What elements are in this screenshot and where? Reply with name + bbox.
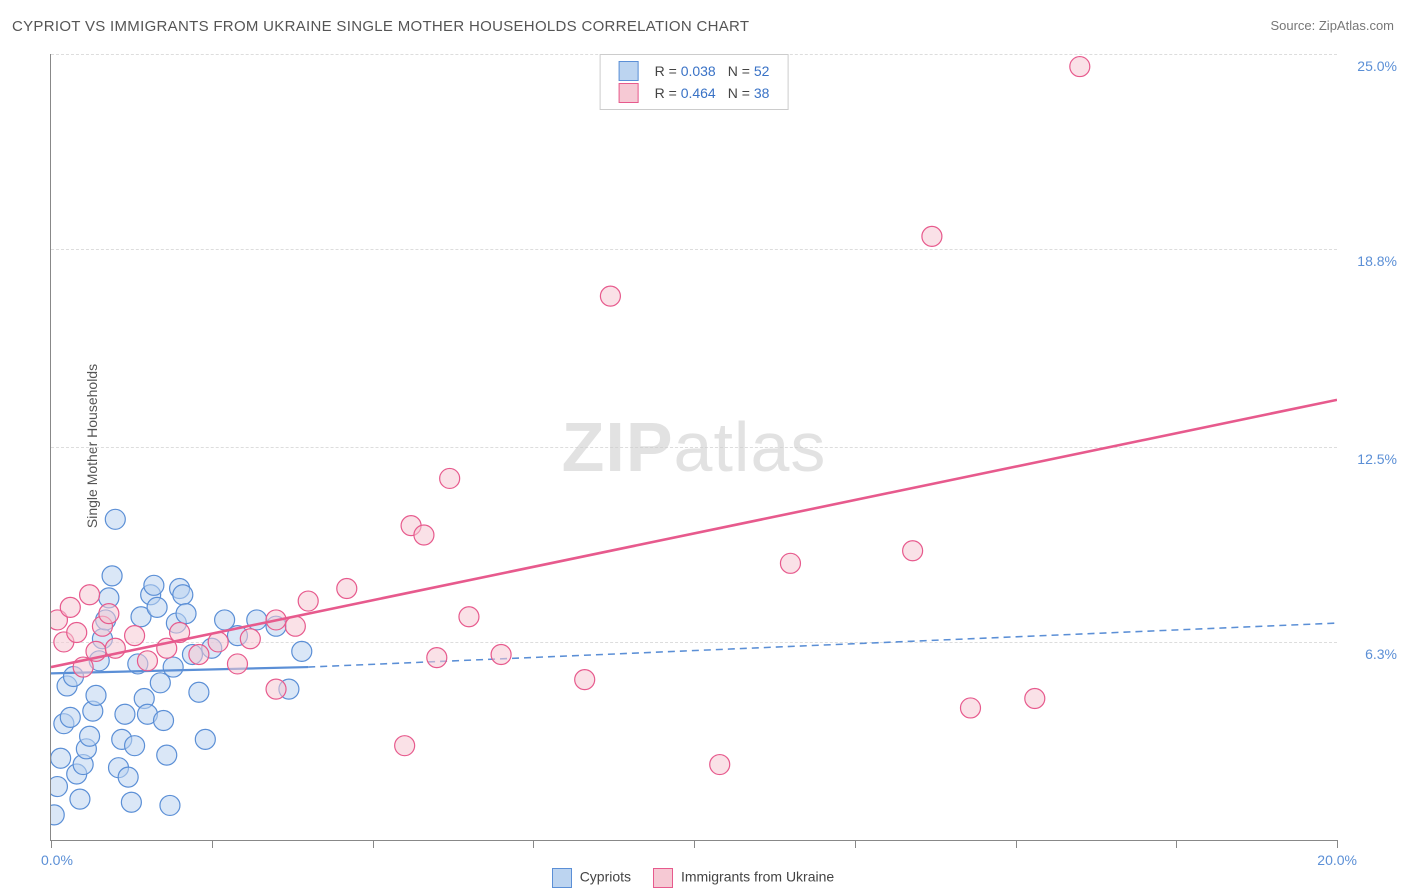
data-point bbox=[491, 645, 511, 665]
data-point bbox=[1025, 689, 1045, 709]
x-tick bbox=[533, 840, 534, 848]
x-tick bbox=[1016, 840, 1017, 848]
plot-svg bbox=[51, 54, 1337, 840]
data-point bbox=[575, 670, 595, 690]
data-point bbox=[115, 704, 135, 724]
data-point bbox=[102, 566, 122, 586]
x-tick bbox=[373, 840, 374, 848]
data-point bbox=[105, 509, 125, 529]
data-point bbox=[903, 541, 923, 561]
data-point bbox=[395, 736, 415, 756]
data-point bbox=[1070, 57, 1090, 77]
x-tick bbox=[855, 840, 856, 848]
data-point bbox=[121, 792, 141, 812]
x-tick bbox=[212, 840, 213, 848]
data-point bbox=[227, 654, 247, 674]
data-point bbox=[266, 679, 286, 699]
regression-line bbox=[51, 400, 1337, 667]
x-tick bbox=[1337, 840, 1338, 848]
data-point bbox=[459, 607, 479, 627]
data-point bbox=[710, 755, 730, 775]
source-attribution: Source: ZipAtlas.com bbox=[1270, 18, 1394, 33]
data-point bbox=[80, 585, 100, 605]
data-point bbox=[147, 597, 167, 617]
y-tick-label: 6.3% bbox=[1342, 646, 1397, 662]
x-tick bbox=[694, 840, 695, 848]
data-point bbox=[51, 748, 71, 768]
y-tick-label: 25.0% bbox=[1342, 58, 1397, 74]
legend-label: Immigrants from Ukraine bbox=[681, 869, 834, 885]
data-point bbox=[118, 767, 138, 787]
data-point bbox=[960, 698, 980, 718]
data-point bbox=[60, 597, 80, 617]
data-point bbox=[285, 616, 305, 636]
data-point bbox=[240, 629, 260, 649]
data-point bbox=[144, 575, 164, 595]
data-point bbox=[125, 736, 145, 756]
data-point bbox=[86, 685, 106, 705]
data-point bbox=[157, 745, 177, 765]
data-point bbox=[173, 585, 193, 605]
data-point bbox=[160, 795, 180, 815]
y-tick-label: 12.5% bbox=[1342, 451, 1397, 467]
data-point bbox=[337, 578, 357, 598]
x-axis-min-label: 0.0% bbox=[41, 852, 73, 868]
data-point bbox=[125, 626, 145, 646]
legend-item: Cypriots bbox=[552, 868, 631, 888]
legend-row: R = 0.464N = 38 bbox=[613, 82, 776, 104]
data-point bbox=[600, 286, 620, 306]
data-point bbox=[440, 468, 460, 488]
data-point bbox=[70, 789, 90, 809]
data-point bbox=[163, 657, 183, 677]
scatter-plot-area: ZIPatlas R = 0.038N = 52R = 0.464N = 38 … bbox=[50, 54, 1337, 841]
data-point bbox=[922, 226, 942, 246]
data-point bbox=[176, 604, 196, 624]
chart-title: CYPRIOT VS IMMIGRANTS FROM UKRAINE SINGL… bbox=[12, 18, 749, 35]
data-point bbox=[292, 641, 312, 661]
legend-swatch bbox=[619, 83, 639, 103]
x-tick bbox=[1176, 840, 1177, 848]
legend-swatch bbox=[552, 868, 572, 888]
data-point bbox=[67, 622, 87, 642]
y-tick-label: 18.8% bbox=[1342, 253, 1397, 269]
legend-label: Cypriots bbox=[580, 869, 631, 885]
legend-swatch bbox=[619, 61, 639, 81]
data-point bbox=[414, 525, 434, 545]
data-point bbox=[189, 682, 209, 702]
series-legend: Cypriots Immigrants from Ukraine bbox=[50, 868, 1336, 888]
data-point bbox=[780, 553, 800, 573]
data-point bbox=[51, 805, 64, 825]
correlation-legend: R = 0.038N = 52R = 0.464N = 38 bbox=[600, 54, 789, 110]
data-point bbox=[51, 777, 67, 797]
legend-item: Immigrants from Ukraine bbox=[653, 868, 834, 888]
x-tick bbox=[51, 840, 52, 848]
data-point bbox=[195, 729, 215, 749]
legend-swatch bbox=[653, 868, 673, 888]
data-point bbox=[298, 591, 318, 611]
x-axis-max-label: 20.0% bbox=[1317, 852, 1357, 868]
legend-row: R = 0.038N = 52 bbox=[613, 60, 776, 82]
data-point bbox=[154, 711, 174, 731]
data-point bbox=[99, 604, 119, 624]
data-point bbox=[427, 648, 447, 668]
regression-line-extrapolated bbox=[308, 623, 1337, 667]
data-point bbox=[137, 651, 157, 671]
data-point bbox=[189, 645, 209, 665]
data-point bbox=[80, 726, 100, 746]
data-point bbox=[60, 707, 80, 727]
